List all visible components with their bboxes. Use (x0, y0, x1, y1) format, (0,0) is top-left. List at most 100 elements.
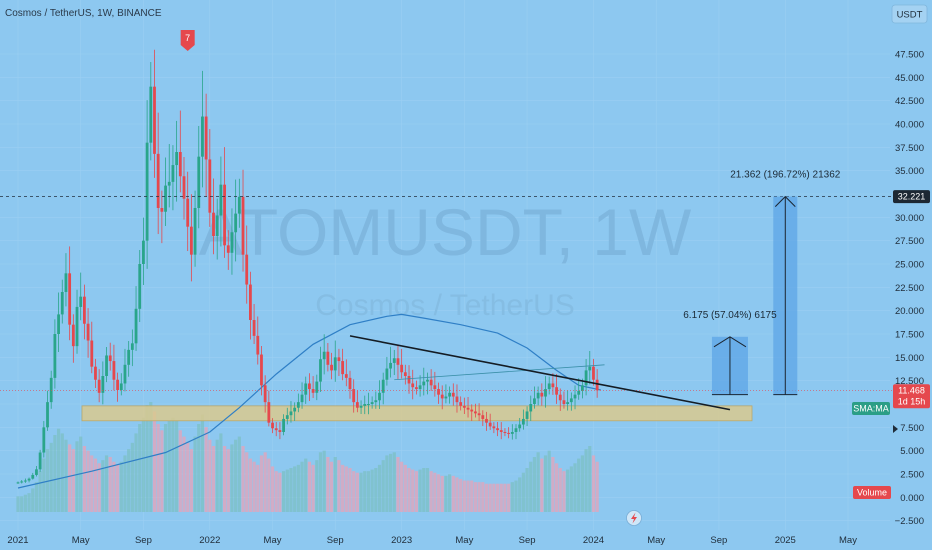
candle-body (378, 392, 381, 401)
volume-bar (580, 455, 584, 512)
candle-body (466, 407, 470, 410)
candle-body (241, 196, 245, 255)
volume-bar (60, 433, 64, 512)
candle-body (403, 372, 407, 376)
volume-legend-tag[interactable]: Volume (853, 486, 891, 499)
candle-body (138, 264, 142, 309)
candle-body (285, 415, 289, 419)
projection-small-arrowhead (713, 336, 747, 348)
descending-trendline[interactable] (349, 335, 731, 411)
candle-body (123, 364, 127, 384)
volume-bar (226, 449, 230, 512)
candle-body (525, 411, 529, 419)
volume-bar (462, 480, 466, 512)
volume-bar (241, 446, 245, 512)
lightning-icon-bolt (631, 512, 637, 524)
resistance-price-tag: 32.221 (893, 190, 930, 204)
volume-bar (45, 449, 50, 512)
candle-body (514, 428, 518, 432)
volume-bar (385, 455, 389, 512)
volume-bar (503, 483, 507, 512)
candle-body (311, 389, 315, 393)
candle-body (249, 284, 252, 320)
time-tick-label: May (455, 535, 473, 546)
candle-body (507, 432, 511, 434)
volume-bar (352, 471, 356, 512)
volume-bar (259, 455, 264, 512)
candle-body (426, 379, 429, 382)
candle-body (160, 208, 164, 212)
volume-bar (27, 493, 31, 512)
candle-body (551, 383, 555, 388)
lightning-icon[interactable] (626, 510, 642, 526)
candle-body (105, 355, 108, 376)
volume-bar (219, 433, 223, 512)
projection-large[interactable] (773, 195, 798, 396)
currency-badge[interactable] (891, 4, 928, 24)
price-tick-label: 37.500 (895, 143, 924, 154)
candle-body (558, 394, 562, 401)
candle-body (112, 361, 116, 380)
volume-bar (411, 469, 415, 512)
volume-bar (392, 452, 396, 512)
event-marker[interactable]: 7 (180, 30, 195, 51)
volume-bar (333, 457, 337, 512)
volume-bar (484, 483, 489, 512)
volume-bar (156, 424, 160, 512)
candle-body (337, 357, 341, 362)
volume-bar (359, 472, 363, 512)
volume-bar (518, 477, 522, 512)
candle-body (226, 245, 230, 253)
candle-body (536, 392, 540, 399)
volume-bar (532, 457, 537, 512)
time-tick-label: Sep (135, 535, 152, 546)
volume-bar (436, 474, 441, 512)
candle-body (437, 389, 440, 395)
price-tick-label: 12.500 (895, 376, 924, 387)
time-tick-label: May (839, 535, 857, 546)
candle-body (396, 358, 400, 365)
time-tick-label: 2022 (199, 535, 220, 546)
time-axis[interactable]: 2021 May Sep 2022 May Sep 2023 May Sep 2024 May Sep… (7, 535, 857, 546)
candle-body (322, 351, 326, 360)
volume-bar (193, 436, 197, 512)
volume-bar (163, 424, 168, 512)
candle-body (448, 392, 451, 397)
volume-bar (547, 450, 551, 512)
volume-bar (507, 483, 511, 512)
collapse-arrow-icon[interactable] (893, 425, 898, 433)
candle-body (23, 480, 27, 482)
volume-bar (182, 436, 186, 512)
support-zone[interactable] (81, 405, 753, 422)
candle-body (496, 428, 499, 431)
volume-bar (178, 430, 182, 512)
volume-bar (569, 466, 573, 512)
volume-bar (455, 477, 459, 512)
candle-body (544, 389, 547, 397)
volume-bar (145, 405, 149, 512)
volume-bar (82, 446, 86, 512)
volume-bar (204, 427, 208, 512)
candle-body (326, 351, 330, 365)
candle-body (274, 428, 278, 431)
projection-small[interactable] (711, 336, 748, 396)
thin-trend-line[interactable] (394, 364, 605, 381)
sma-legend-tag[interactable]: SMA:MA (852, 402, 890, 415)
volume-bar (130, 442, 134, 512)
candle-body (223, 184, 226, 246)
projection-large-label: 21.362 (196.72%) 21362 (730, 170, 841, 181)
candle-body (201, 116, 204, 157)
candle-body (415, 387, 418, 390)
candle-body (252, 320, 256, 336)
candle-body (193, 208, 197, 255)
volume-bar (341, 464, 345, 512)
volume-bar (293, 466, 297, 512)
volume-bar (71, 449, 75, 512)
volume-bar (348, 468, 352, 512)
candle-body (488, 422, 492, 427)
time-tick-label: May (264, 535, 282, 546)
candle-body (212, 212, 215, 236)
event-marker-label: 7 (185, 33, 190, 43)
candle-body (134, 308, 138, 344)
